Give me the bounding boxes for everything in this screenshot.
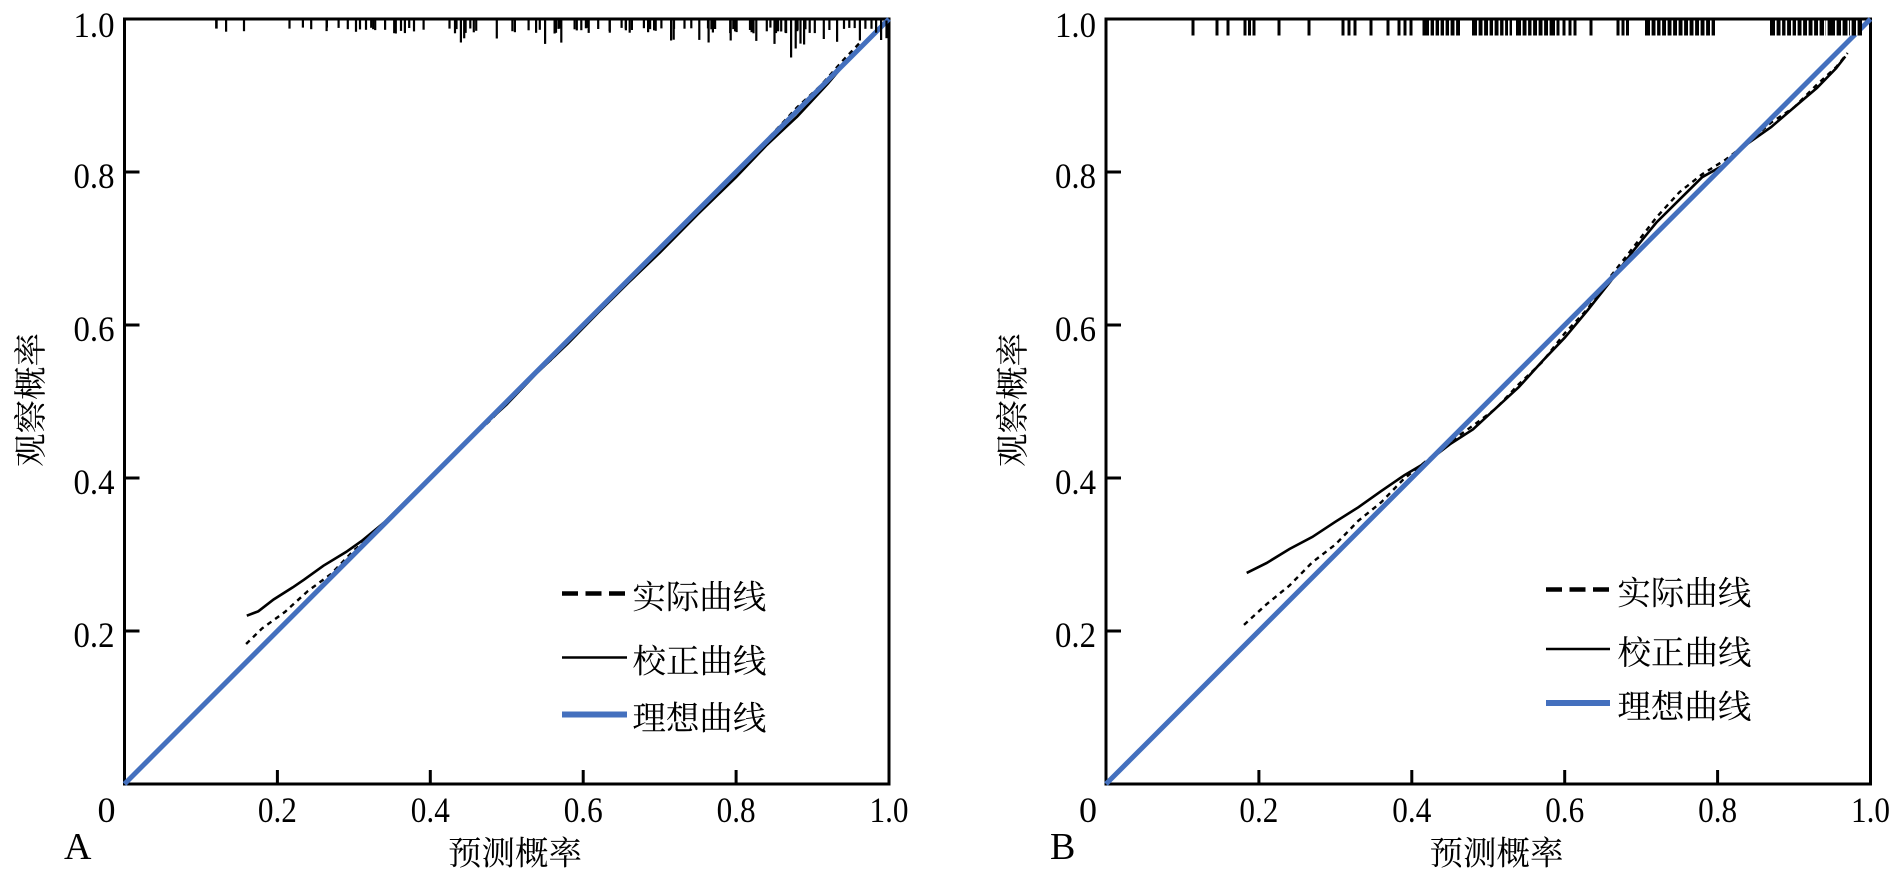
svg-text:0.8: 0.8 xyxy=(1698,790,1737,830)
svg-text:0.8: 0.8 xyxy=(1055,156,1096,196)
svg-text:0.4: 0.4 xyxy=(411,790,450,830)
svg-text:0.6: 0.6 xyxy=(1545,790,1584,830)
svg-text:0.2: 0.2 xyxy=(1055,615,1096,655)
svg-text:0.4: 0.4 xyxy=(74,462,115,502)
svg-text:0.2: 0.2 xyxy=(258,790,297,830)
svg-text:0.8: 0.8 xyxy=(74,156,115,196)
svg-text:0.2: 0.2 xyxy=(1239,790,1278,830)
svg-text:1.0: 1.0 xyxy=(1055,5,1096,45)
svg-text:0.6: 0.6 xyxy=(1055,309,1096,349)
svg-text:1.0: 1.0 xyxy=(74,5,115,45)
svg-text:1.0: 1.0 xyxy=(870,790,909,830)
svg-text:1.0: 1.0 xyxy=(1851,790,1890,830)
svg-text:0.4: 0.4 xyxy=(1055,462,1096,502)
svg-text:0.6: 0.6 xyxy=(74,309,115,349)
svg-text:0: 0 xyxy=(98,790,116,830)
svg-text:0.8: 0.8 xyxy=(717,790,756,830)
svg-text:A: A xyxy=(64,826,92,868)
svg-text:0.4: 0.4 xyxy=(1392,790,1431,830)
svg-text:0: 0 xyxy=(1079,790,1097,830)
svg-text:0.2: 0.2 xyxy=(74,615,115,655)
svg-text:B: B xyxy=(1050,826,1075,868)
svg-text:0.6: 0.6 xyxy=(564,790,603,830)
